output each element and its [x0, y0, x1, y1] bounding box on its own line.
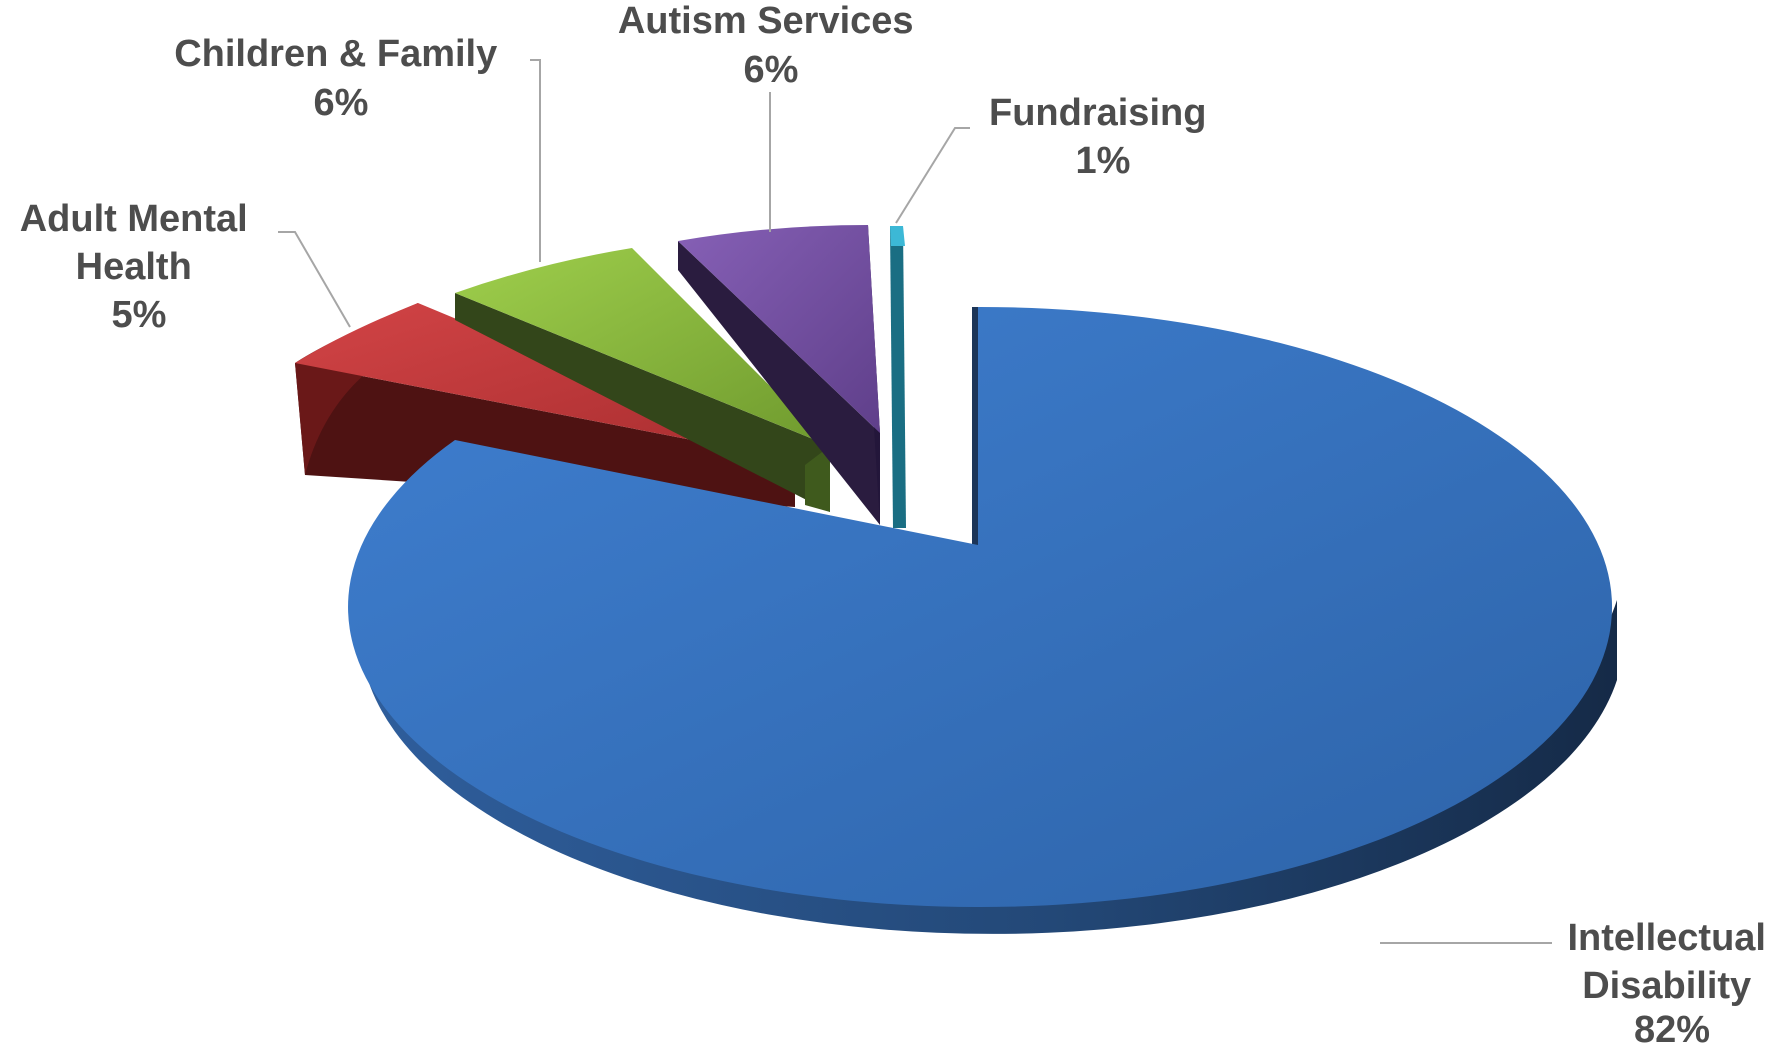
- slice-autism-services-side: [678, 241, 880, 525]
- slice-labels: Adult Mental Health 5% Children & Family…: [20, 0, 1776, 1045]
- leader-line-adult-mental-health: [278, 231, 351, 328]
- slice-fundraising-top: [890, 226, 905, 246]
- slice-children-family-side: [455, 293, 830, 512]
- slice-autism-services: [678, 225, 880, 525]
- slice-children-family-side-right: [805, 446, 830, 512]
- label-children-family: Children & Family 6%: [174, 33, 508, 124]
- slice-children-family-top: [455, 248, 830, 446]
- label-adult-mental-health: Adult Mental Health 5%: [20, 198, 259, 336]
- label-fundraising: Fundraising 1%: [989, 92, 1217, 182]
- leader-line-fundraising: [895, 127, 970, 224]
- slice-fundraising-side: [890, 226, 906, 528]
- slice-fundraising: [890, 226, 906, 528]
- label-autism-services: Autism Services 6%: [618, 0, 924, 91]
- leader-lines: [278, 59, 1552, 944]
- label-intellectual-disability: Intellectual Disability 82%: [1567, 917, 1776, 1045]
- leader-line-children-family: [530, 59, 541, 262]
- slice-autism-services-top: [678, 225, 880, 433]
- slice-intellectual-disability-top: [348, 306, 1613, 907]
- slice-intellectual-disability: [348, 306, 1617, 934]
- slice-children-family: [455, 248, 830, 512]
